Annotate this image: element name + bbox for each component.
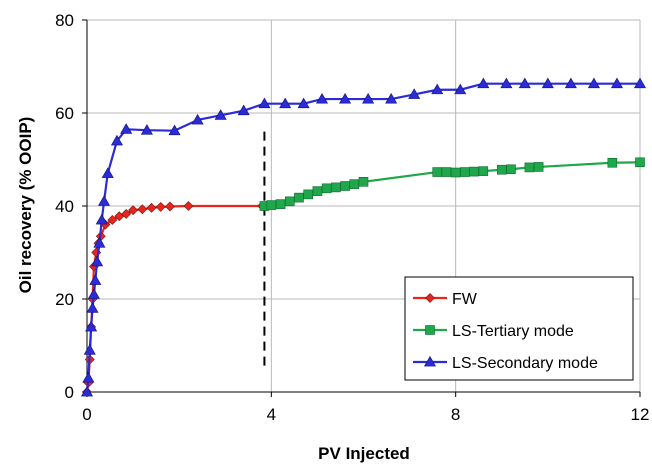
legend-marker [425,293,435,303]
legend-label: FW [452,291,478,308]
data-point [83,344,96,355]
data-point [312,186,323,196]
data-point [275,199,286,209]
data-point [107,215,118,225]
data-point [303,189,314,200]
data-point [321,183,332,194]
x-tick-label: 8 [451,405,460,424]
data-point [121,208,132,219]
data-point [155,202,166,212]
x-tick-label: 0 [82,405,91,424]
data-point [496,164,507,175]
data-point [607,157,618,168]
legend-item: LS-Secondary mode [413,355,598,372]
y-tick-label: 0 [65,383,74,402]
data-point [518,77,531,89]
data-point [469,166,479,177]
data-point [82,371,95,383]
data-point [297,97,310,109]
data-point [140,124,153,135]
legend-label: LS-Secondary mode [452,355,598,372]
data-point [340,181,350,191]
data-point [237,104,250,116]
x-tick-label: 12 [631,405,650,424]
data-point [331,182,341,193]
y-tick-label: 60 [55,104,74,123]
data-point [500,77,513,89]
data-point [432,167,443,177]
data-point [183,201,194,211]
data-point [284,196,295,207]
data-point [564,77,577,89]
data-point [533,162,544,172]
data-point [87,288,100,299]
series-ls-secondary-mode [80,77,647,397]
data-point [93,237,106,248]
data-point [316,92,329,104]
data-point [431,83,444,95]
legend-label: LS-Tertiary mode [452,323,574,340]
data-point [506,164,516,175]
data-point [477,77,490,89]
data-point [137,204,148,215]
data-point [385,92,398,104]
series-layer [80,77,647,397]
data-point [587,77,600,89]
data-point [165,201,175,212]
data-point [266,200,277,210]
data-point [86,302,99,313]
data-point [98,195,111,206]
legend: FW LS-Tertiary mode LS-Secondary mode [404,276,634,381]
data-point [168,124,181,136]
legend-marker [423,355,437,367]
data-point [408,88,421,99]
data-point [478,166,489,176]
data-point [635,157,645,168]
data-point [80,385,94,397]
y-tick-label: 80 [55,11,74,30]
data-point [460,167,470,177]
data-point [541,77,554,89]
data-point [85,320,98,332]
data-point [214,109,227,120]
data-point [89,274,102,285]
data-point [258,97,271,109]
data-point [358,177,369,187]
data-point [362,92,375,104]
data-point [91,255,104,267]
data-point [128,205,139,216]
data-point [110,134,123,146]
data-point [191,113,204,125]
data-point [450,167,461,178]
data-point [101,167,114,178]
y-axis-title: Oil recovery (% OOIP) [16,117,35,294]
data-point [610,77,623,89]
y-tick-label: 40 [55,197,74,216]
data-point [146,202,157,213]
legend-item: LS-Tertiary mode [413,323,574,340]
data-point [524,162,535,173]
data-point [95,213,108,225]
data-point [120,123,133,134]
y-tick-label: 20 [55,290,74,309]
data-point [349,179,360,189]
x-tick-label: 4 [267,405,276,424]
data-point [454,83,467,95]
data-point [294,192,304,203]
data-point [633,77,647,89]
data-point [339,92,352,104]
legend-item: FW [413,291,478,308]
legend-marker [425,325,435,335]
data-point [279,97,292,109]
x-axis-title: PV Injected [318,444,410,463]
tick-labels: 0 20 40 60 80 0 4 8 12 [55,11,649,424]
data-point [441,167,452,177]
series-ls-tertiary-mode [259,157,645,211]
